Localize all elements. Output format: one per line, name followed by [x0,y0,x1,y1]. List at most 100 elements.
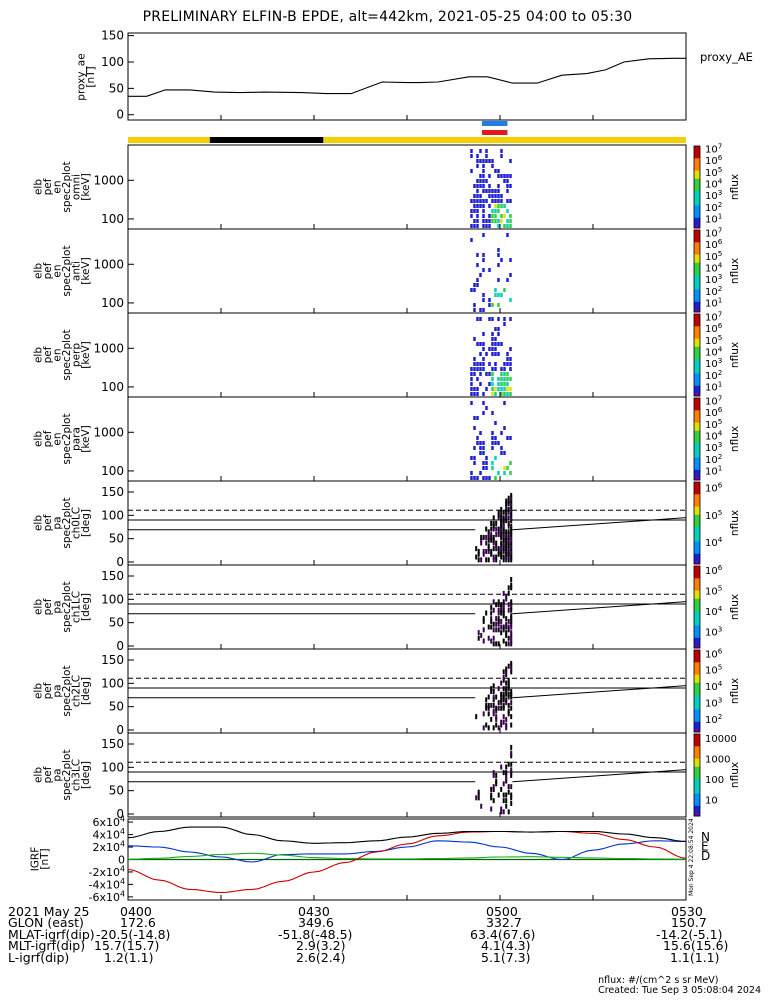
pa-pixel [492,515,495,521]
spectrogram-pixel [476,342,479,346]
pa-pixel [477,548,480,554]
spectrogram-pixel [494,367,497,371]
colorbar-segment [694,639,700,643]
pa-pixel [510,551,513,557]
pa-pixel [490,806,493,812]
y-tick-label: 100 [101,760,124,774]
igrf-side-note: Mon Sep 4 22:08:54 2024 [688,818,695,896]
footer-value: 4.1(4.3) [481,938,531,954]
pa-pixel [510,666,513,672]
spectrogram-pixel [491,159,494,163]
colorbar-segment [694,258,700,262]
colorbar-segment [694,150,700,153]
pa-pixel [492,635,495,641]
proxy-ae-axes [127,32,687,121]
y-axis-label-line: ch2LC [70,675,82,707]
pa-pixel [510,772,513,778]
spectrogram-pixel [491,317,494,321]
spectrogram-pixel [506,377,509,381]
colorbar-segment [694,785,700,788]
orbit-bar-yellow [128,137,210,143]
pa-pixel [507,761,510,767]
colorbar-segment [694,668,700,671]
pa-pixel [505,641,508,647]
pa-pixel [497,616,500,622]
pa-pixel [510,694,513,700]
spectrogram-pixel [497,169,500,173]
pa-pixel [500,515,503,521]
pa-pixel [477,551,480,557]
spectrogram-pixel [491,199,494,203]
pa-pixel [480,557,483,563]
colorbar-segment [694,238,700,241]
pa-pixel [510,744,513,750]
colorbar-segment [694,271,700,274]
spectrogram-pixel [494,387,497,391]
pa-pixel [497,548,500,554]
pa-pixel [505,700,508,706]
pa-pixel [507,551,510,557]
pa-pixel [500,602,503,608]
pa-pixel [510,618,513,624]
spectrogram-pixel [473,367,476,371]
spectrogram-pixel [497,278,500,282]
pa-pixel [507,515,510,521]
pa-pixel [507,585,510,591]
pa-pixel [497,532,500,538]
colorbar-segment [694,813,700,817]
colorbar-segment [694,260,700,264]
pa-pixel [490,526,493,532]
colorbar-segment [694,187,700,190]
colorbar-tick-label: 105 [705,249,722,263]
colorbar-tick-label: 106 [705,321,723,335]
pa-pixel [502,548,505,554]
pa-pixel [505,557,508,563]
pa-pixel [500,546,503,552]
colorbar-segment [694,613,700,616]
colorbar-tick-label: 103 [705,695,722,709]
colorbar-segment [694,170,700,174]
spectrogram-pixel [485,149,488,153]
spectrogram-pixel [497,382,500,386]
pa-pixel [502,509,505,515]
pa-pixel [510,576,513,582]
spectrogram-pixel [503,466,506,470]
pa-pixel [505,803,508,809]
pa-pixel [510,624,513,630]
pa-pixel [510,792,513,798]
pa-pixel [510,753,513,759]
spectrogram-pixel [476,164,479,168]
spectrogram-pixel [500,214,503,218]
pa-pixel [487,543,490,549]
pa-pixel [492,702,495,708]
colorbar-segment [694,602,700,606]
colorbar-tick-label: 106 [705,563,723,577]
spectrogram-pixel [473,357,476,361]
colorbar-tick-label: 101 [705,296,722,310]
pa-pixel [500,543,503,549]
pa-pixel [510,663,513,669]
y-axis-label-line: elb [32,431,44,447]
spectrogram-pixel [485,461,488,465]
colorbar-segment [694,199,700,202]
colorbar-segment [694,205,700,208]
proxy-ae-line [128,57,686,97]
colorbar-segment [694,439,700,442]
colorbar-segment [694,350,700,354]
spectrogram-pixel [473,308,476,312]
colorbar-segment [694,811,700,815]
spectrogram-pixel [488,219,491,223]
pa-pixel [482,725,485,731]
spectrogram-pixel [500,431,503,435]
spectrogram-pixel [500,149,503,153]
pa-pixel [502,613,505,619]
spectrogram-pixel [494,362,497,366]
spectrogram-pixel [473,476,476,480]
spectrogram-pixel [506,362,509,366]
spectrogram-pixel [509,174,512,178]
colorbar-segment [694,352,700,356]
footer-value: -14.2(-5.1) [656,926,723,942]
pa-pixel [502,702,505,708]
